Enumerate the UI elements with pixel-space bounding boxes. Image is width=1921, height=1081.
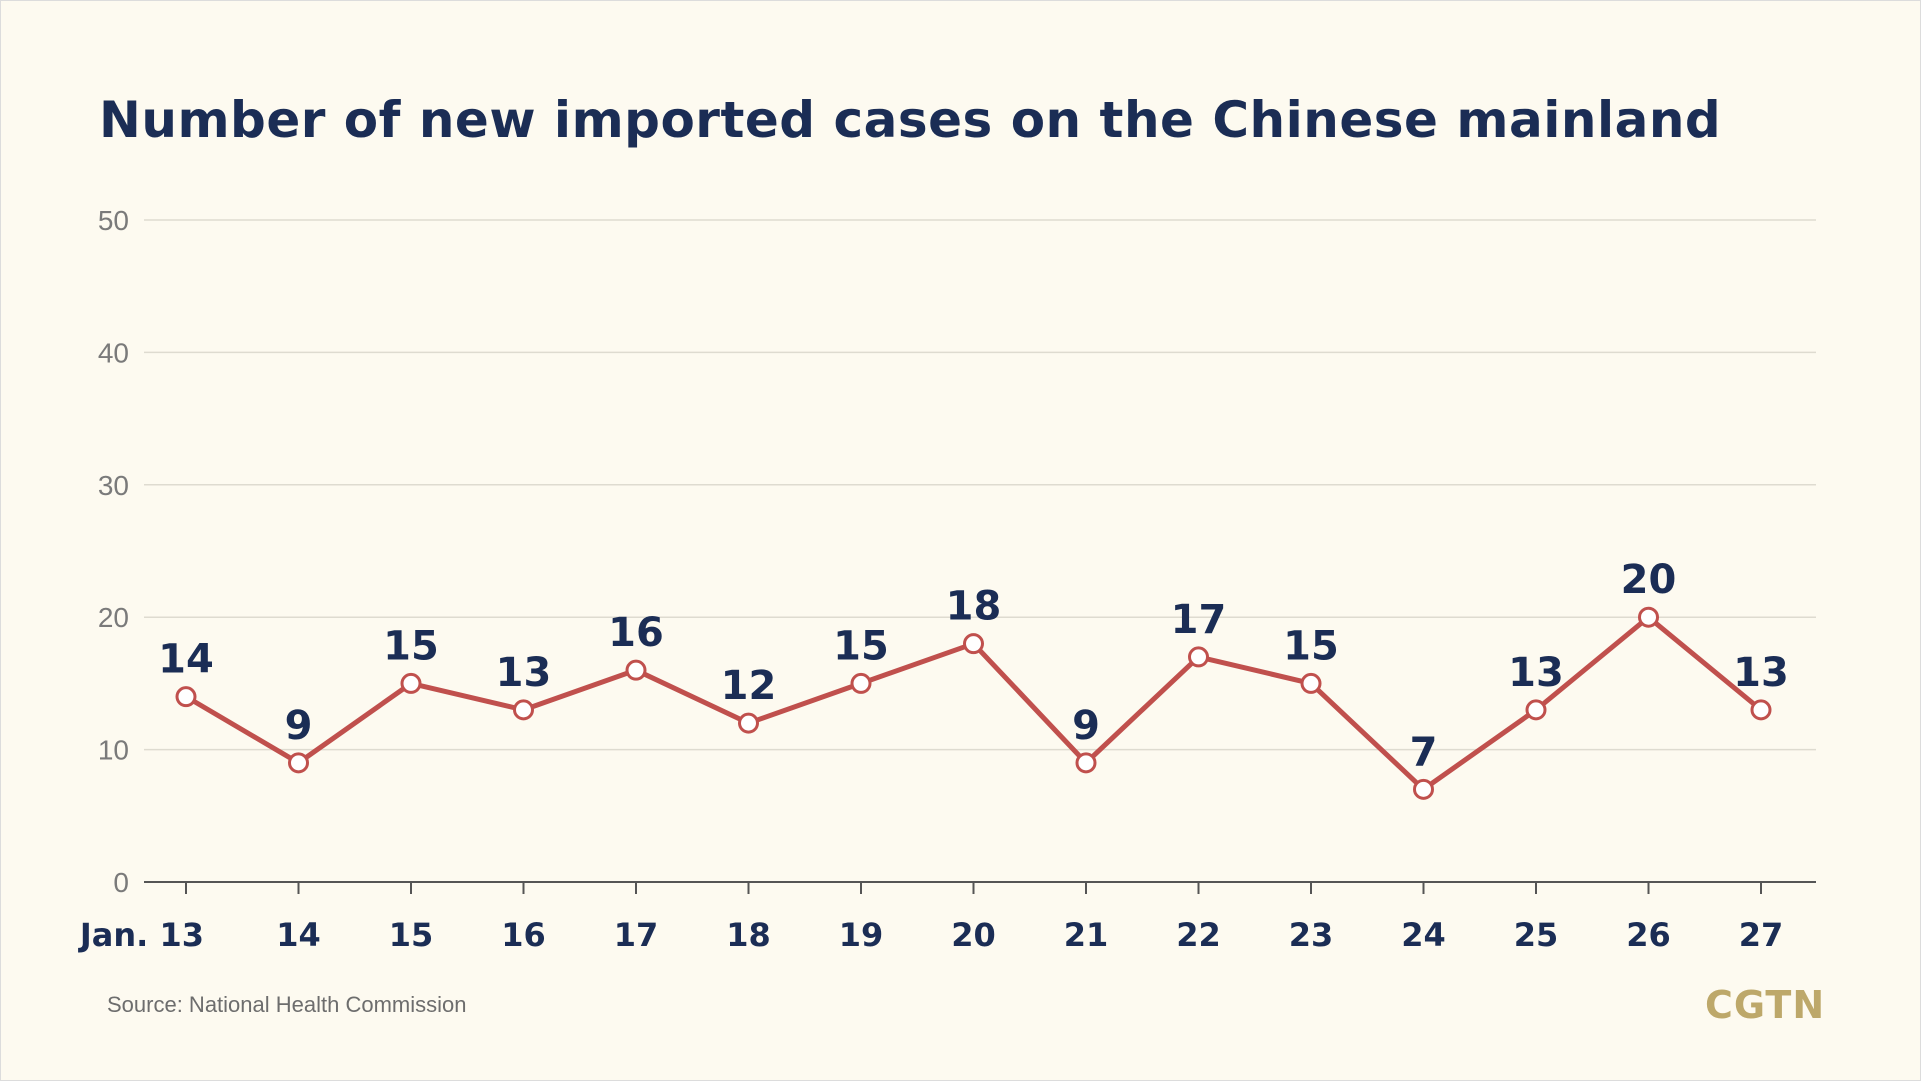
x-tick-label-3: 16: [501, 916, 546, 954]
data-label-7: 18: [946, 584, 1002, 630]
data-point-10: [1300, 672, 1322, 694]
x-tick-label-12: 25: [1514, 916, 1559, 954]
data-label-9: 17: [1171, 597, 1227, 643]
cgtn-logo: CGTN: [1705, 983, 1826, 1027]
data-point-9: [1188, 646, 1209, 668]
data-label-6: 15: [833, 623, 889, 669]
x-tick-label-7: 20: [951, 916, 996, 954]
x-tick-label-10: 23: [1289, 916, 1334, 954]
data-point-13: [1638, 606, 1659, 628]
data-point-5: [738, 712, 759, 734]
x-tick-label-9: 22: [1176, 916, 1221, 954]
data-label-13: 20: [1621, 557, 1677, 603]
x-tick-label-11: 24: [1401, 916, 1446, 954]
data-labels: 14 9 15 13 16 12 15 18 9 17 15 7 13 20 13: [158, 557, 1789, 775]
y-tick-label-40: 40: [98, 337, 129, 368]
y-tick-label-10: 10: [98, 735, 129, 766]
data-point-11: [1413, 778, 1434, 800]
x-axis: Jan. 13 14 15 16 17 18 19 20 21 22 23 24 25 26 27: [78, 881, 1816, 954]
x-tick-label-4: 17: [614, 916, 659, 954]
data-point-4: [625, 659, 647, 681]
data-point-12: [1525, 699, 1547, 721]
data-point-2: [400, 672, 422, 694]
x-tick-label-6: 19: [839, 916, 884, 954]
data-point-3: [513, 699, 534, 721]
x-tick-label-2: 15: [389, 916, 434, 954]
x-tick-label-13: 26: [1626, 916, 1671, 954]
y-axis-tick-labels: 0 10 20 30 40 50: [98, 205, 129, 898]
data-points: [175, 606, 1772, 800]
source-note: Source: National Health Commission: [107, 992, 467, 1017]
gridlines: [144, 219, 1816, 751]
chart-title: Number of new imported cases on the Chin…: [99, 91, 1722, 149]
data-label-11: 7: [1410, 729, 1438, 775]
x-tick-label-1: 14: [276, 916, 321, 954]
data-label-2: 15: [383, 623, 439, 669]
y-tick-label-0: 0: [113, 867, 129, 898]
data-label-4: 16: [608, 610, 664, 656]
data-label-3: 13: [496, 650, 552, 696]
data-label-14: 13: [1733, 650, 1789, 696]
data-label-12: 13: [1508, 650, 1564, 696]
x-tick-label-14: 27: [1739, 916, 1784, 954]
data-label-8: 9: [1072, 703, 1100, 749]
data-label-0: 14: [158, 637, 214, 683]
data-point-8: [1075, 752, 1097, 774]
data-point-7: [963, 633, 984, 655]
data-point-1: [288, 752, 309, 774]
data-point-14: [1750, 699, 1772, 721]
data-point-0: [175, 686, 197, 708]
x-tick-label-8: 21: [1064, 916, 1109, 954]
data-label-1: 9: [285, 703, 313, 749]
y-tick-label-30: 30: [98, 470, 129, 501]
data-point-6: [850, 672, 872, 694]
x-tick-label-5: 18: [726, 916, 771, 954]
x-tick-label-0: Jan. 13: [78, 916, 204, 954]
y-tick-label-50: 50: [98, 205, 129, 236]
data-label-10: 15: [1283, 623, 1339, 669]
data-label-5: 12: [721, 663, 777, 709]
y-tick-label-20: 20: [98, 602, 129, 633]
